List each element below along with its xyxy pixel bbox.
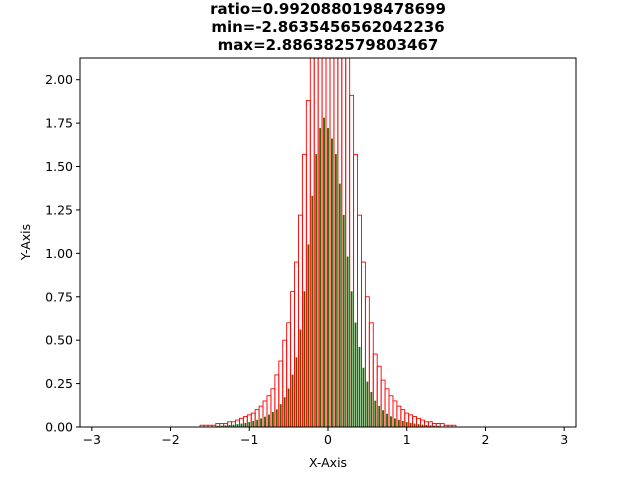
green-bar <box>271 411 274 427</box>
y-tick-label: 1.50 <box>45 159 73 174</box>
green-bar <box>228 425 231 427</box>
green-bar <box>232 424 235 427</box>
green-bar <box>295 357 298 427</box>
x-tick-label: 3 <box>560 432 568 447</box>
green-bar <box>350 291 353 427</box>
y-tick-label: 1.25 <box>45 202 73 217</box>
green-bar <box>307 244 310 427</box>
green-bar <box>331 138 333 427</box>
green-bar <box>405 422 408 427</box>
green-bar <box>283 397 286 427</box>
x-tick-label: 2 <box>481 432 489 447</box>
y-axis: 0.00 0.25 0.50 0.75 1.00 1.25 1.50 1.75 2.00 <box>45 72 80 435</box>
x-tick-label: −2 <box>161 432 179 447</box>
chart-title-line-3: max=2.886382579803467 <box>218 36 439 54</box>
y-axis-label: Y-Axis <box>18 224 33 261</box>
y-tick-label: 2.00 <box>45 72 73 87</box>
green-bar <box>299 329 302 427</box>
green-bar <box>421 424 424 427</box>
green-bar <box>397 419 400 427</box>
green-bar <box>378 405 381 427</box>
x-tick-label: −1 <box>240 432 258 447</box>
green-bar <box>319 128 322 427</box>
chart-title-line-1: ratio=0.9920880198478699 <box>210 0 446 18</box>
green-bar <box>327 128 329 427</box>
green-bar <box>311 195 314 427</box>
x-tick-label: −3 <box>83 432 101 447</box>
green-bar <box>287 388 290 427</box>
green-bar <box>382 410 385 427</box>
green-bar <box>362 367 365 427</box>
green-bar <box>374 400 377 427</box>
green-bar <box>252 421 255 427</box>
plot-area <box>199 58 457 427</box>
green-bar <box>323 117 325 427</box>
red-bar <box>451 424 457 427</box>
green-bar <box>394 418 396 427</box>
green-bar <box>268 414 270 427</box>
green-bar <box>390 416 392 427</box>
green-bar <box>279 404 282 427</box>
x-tick-label: 1 <box>403 432 411 447</box>
y-tick-label: 0.50 <box>45 333 73 348</box>
green-bar <box>315 154 318 427</box>
green-bar <box>358 346 361 427</box>
green-bar <box>291 374 294 427</box>
y-tick-label: 0.25 <box>45 376 73 391</box>
green-bar <box>334 154 337 427</box>
green-bar <box>370 392 373 427</box>
green-bar <box>366 381 369 427</box>
green-bar <box>342 214 345 427</box>
y-tick-label: 0.75 <box>45 289 73 304</box>
green-bar <box>354 322 357 427</box>
green-bar <box>256 419 259 427</box>
x-axis-label: X-Axis <box>309 455 347 470</box>
green-bar <box>346 256 349 427</box>
chart-title-line-2: min=-2.8635456562042236 <box>211 18 444 36</box>
green-bar <box>425 425 428 427</box>
green-bar <box>409 422 412 427</box>
y-tick-label: 1.00 <box>45 246 73 261</box>
green-bar <box>303 291 306 427</box>
x-axis: −3 −2 −1 0 1 2 3 <box>83 427 568 447</box>
green-bar <box>260 418 262 427</box>
x-tick-label: 0 <box>324 432 332 447</box>
green-bar <box>275 409 278 427</box>
green-bar <box>248 422 251 427</box>
green-bar <box>264 416 266 427</box>
green-bar <box>401 421 404 427</box>
y-tick-label: 0.00 <box>45 420 73 435</box>
y-tick-label: 1.75 <box>45 116 73 131</box>
green-bar <box>386 413 388 427</box>
green-bar <box>338 183 341 427</box>
green-bar <box>244 422 247 427</box>
